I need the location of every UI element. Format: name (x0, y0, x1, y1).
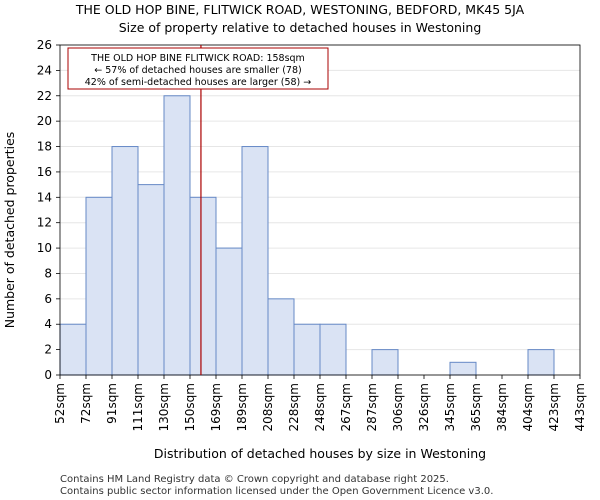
x-tick-label: 52sqm (53, 383, 67, 424)
annotation-line-1: THE OLD HOP BINE FLITWICK ROAD: 158sqm (90, 53, 305, 64)
x-tick-label: 384sqm (495, 383, 509, 431)
x-tick-label: 404sqm (521, 383, 535, 431)
y-tick-label: 14 (37, 190, 52, 204)
x-tick-label: 169sqm (209, 383, 223, 431)
x-tick-label: 228sqm (287, 383, 301, 431)
x-tick-label: 306sqm (391, 383, 405, 431)
histogram-bar (371, 349, 399, 376)
histogram-bar (163, 95, 191, 376)
histogram-bar (215, 247, 243, 376)
x-tick-label: 91sqm (105, 383, 119, 424)
x-tick-label: 345sqm (443, 383, 457, 431)
y-axis-label: Number of detached properties (2, 132, 17, 329)
x-tick-label: 365sqm (469, 383, 483, 431)
x-tick-label: 130sqm (157, 383, 171, 431)
footer-line-2: Contains public sector information licen… (60, 486, 493, 497)
histogram-bar (59, 323, 87, 376)
histogram-bar (85, 196, 113, 376)
bar-series (59, 95, 555, 376)
histogram-bar (293, 323, 321, 376)
annotation-box (67, 47, 329, 90)
y-tick-label: 4 (44, 317, 52, 331)
y-tick-label: 10 (37, 241, 52, 255)
y-tick-label: 8 (44, 266, 52, 280)
x-tick-label: 72sqm (79, 383, 93, 424)
x-tick-label: 189sqm (235, 383, 249, 431)
x-tick-label: 287sqm (365, 383, 379, 431)
histogram-bar (111, 146, 139, 376)
y-tick-label: 12 (37, 216, 52, 230)
x-tick-label: 326sqm (417, 383, 431, 431)
histogram-bar (527, 349, 555, 376)
x-axis-ticks: 52sqm 72sqm 91sqm 111sqm 130sqm 150sqm 169sqm 1… (53, 375, 587, 431)
x-tick-label: 208sqm (261, 383, 275, 431)
plot-frame (59, 44, 581, 376)
footer-line-1: Contains HM Land Registry data © Crown c… (60, 474, 449, 485)
x-tick-label: 443sqm (573, 383, 587, 431)
histogram-bar (137, 184, 165, 376)
x-tick-label: 423sqm (547, 383, 561, 431)
chart-title: THE OLD HOP BINE, FLITWICK ROAD, WESTONI… (75, 2, 525, 17)
histogram-bar (241, 146, 269, 376)
y-tick-label: 16 (37, 165, 52, 179)
y-tick-label: 20 (37, 114, 52, 128)
histogram-bar (319, 323, 347, 376)
annotation-line-3: 42% of semi-detached houses are larger (… (85, 77, 312, 88)
x-tick-label: 248sqm (313, 383, 327, 431)
y-tick-label: 2 (44, 343, 52, 357)
y-tick-label: 26 (37, 38, 52, 52)
y-tick-label: 0 (44, 368, 52, 382)
histogram-bar (449, 361, 477, 376)
chart-subtitle: Size of property relative to detached ho… (119, 20, 482, 35)
histogram-bar (189, 196, 217, 376)
annotation-line-2: ← 57% of detached houses are smaller (78… (94, 65, 301, 76)
x-tick-label: 267sqm (339, 383, 353, 431)
y-tick-label: 22 (37, 89, 52, 103)
histogram-bar (267, 298, 295, 376)
y-tick-label: 18 (37, 140, 52, 154)
y-tick-label: 6 (44, 292, 52, 306)
x-axis-label: Distribution of detached houses by size … (154, 446, 486, 461)
y-tick-label: 24 (37, 63, 52, 77)
x-tick-label: 111sqm (131, 383, 145, 431)
x-tick-label: 150sqm (183, 383, 197, 431)
